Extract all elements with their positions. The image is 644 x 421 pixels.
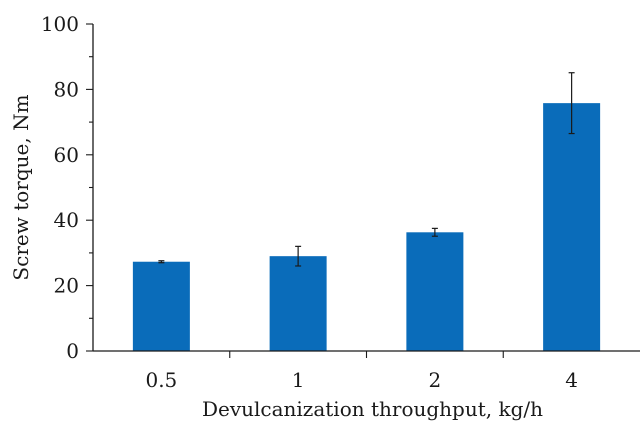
x-tick-label: 4: [565, 368, 578, 392]
bar: [132, 261, 190, 351]
y-tick-label: 100: [41, 12, 79, 36]
y-tick-label: 80: [54, 77, 79, 101]
x-tick-label: 0.5: [145, 368, 177, 392]
y-tick-label: 20: [54, 274, 79, 298]
y-axis-title: Screw torque, Nm: [9, 94, 33, 280]
x-tick-label: 2: [429, 368, 442, 392]
x-ticks-group: 0.5 1 2 4: [145, 351, 578, 392]
bar: [406, 232, 464, 351]
error-bars-group: [158, 72, 575, 267]
bar: [543, 103, 601, 351]
y-tick-label: 0: [66, 339, 79, 363]
y-tick-label: 60: [54, 143, 79, 167]
y-ticks-group: 0 20 40 60 80 100: [41, 12, 93, 363]
y-tick-label: 40: [54, 208, 79, 232]
bar: [269, 256, 327, 351]
bars-group: [132, 103, 601, 351]
x-tick-label: 1: [292, 368, 305, 392]
x-axis-title: Devulcanization throughput, kg/h: [202, 397, 543, 421]
